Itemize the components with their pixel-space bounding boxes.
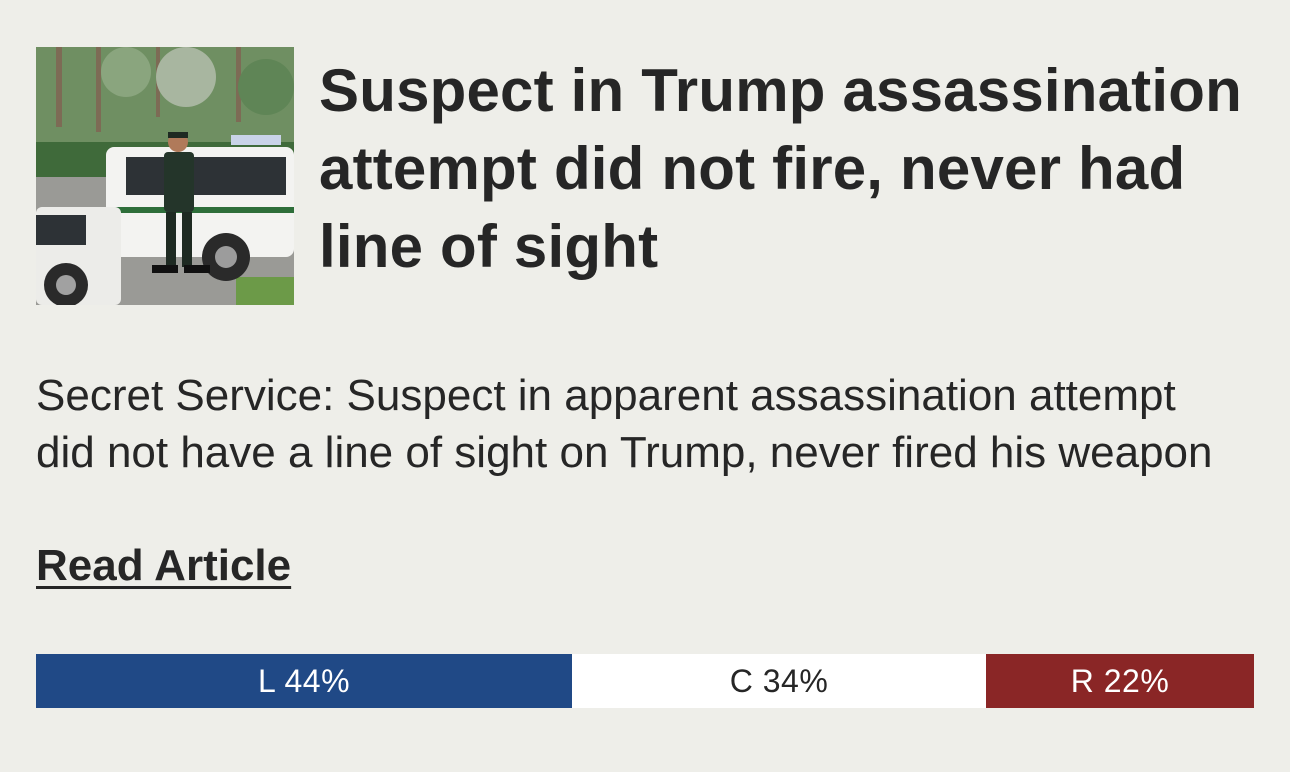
bias-left-segment[interactable]: L 44% xyxy=(36,654,572,708)
headline[interactable]: Suspect in Trump assassination attempt d… xyxy=(319,57,1242,280)
bias-right-label: R 22% xyxy=(1070,662,1170,699)
bias-distribution-bar[interactable]: L 44% C 34% R 22% xyxy=(36,654,1254,708)
read-article-link[interactable]: Read Article xyxy=(36,541,292,590)
bias-right-segment[interactable]: R 22% xyxy=(986,654,1254,708)
article-summary: Secret Service: Suspect in apparent assa… xyxy=(36,371,1213,477)
news-photo-icon xyxy=(36,47,294,305)
article-thumbnail[interactable] xyxy=(36,47,294,305)
bias-left-label: L 44% xyxy=(257,662,351,699)
bias-center-segment[interactable]: C 34% xyxy=(572,654,986,708)
bias-center-label: C 34% xyxy=(729,662,829,699)
